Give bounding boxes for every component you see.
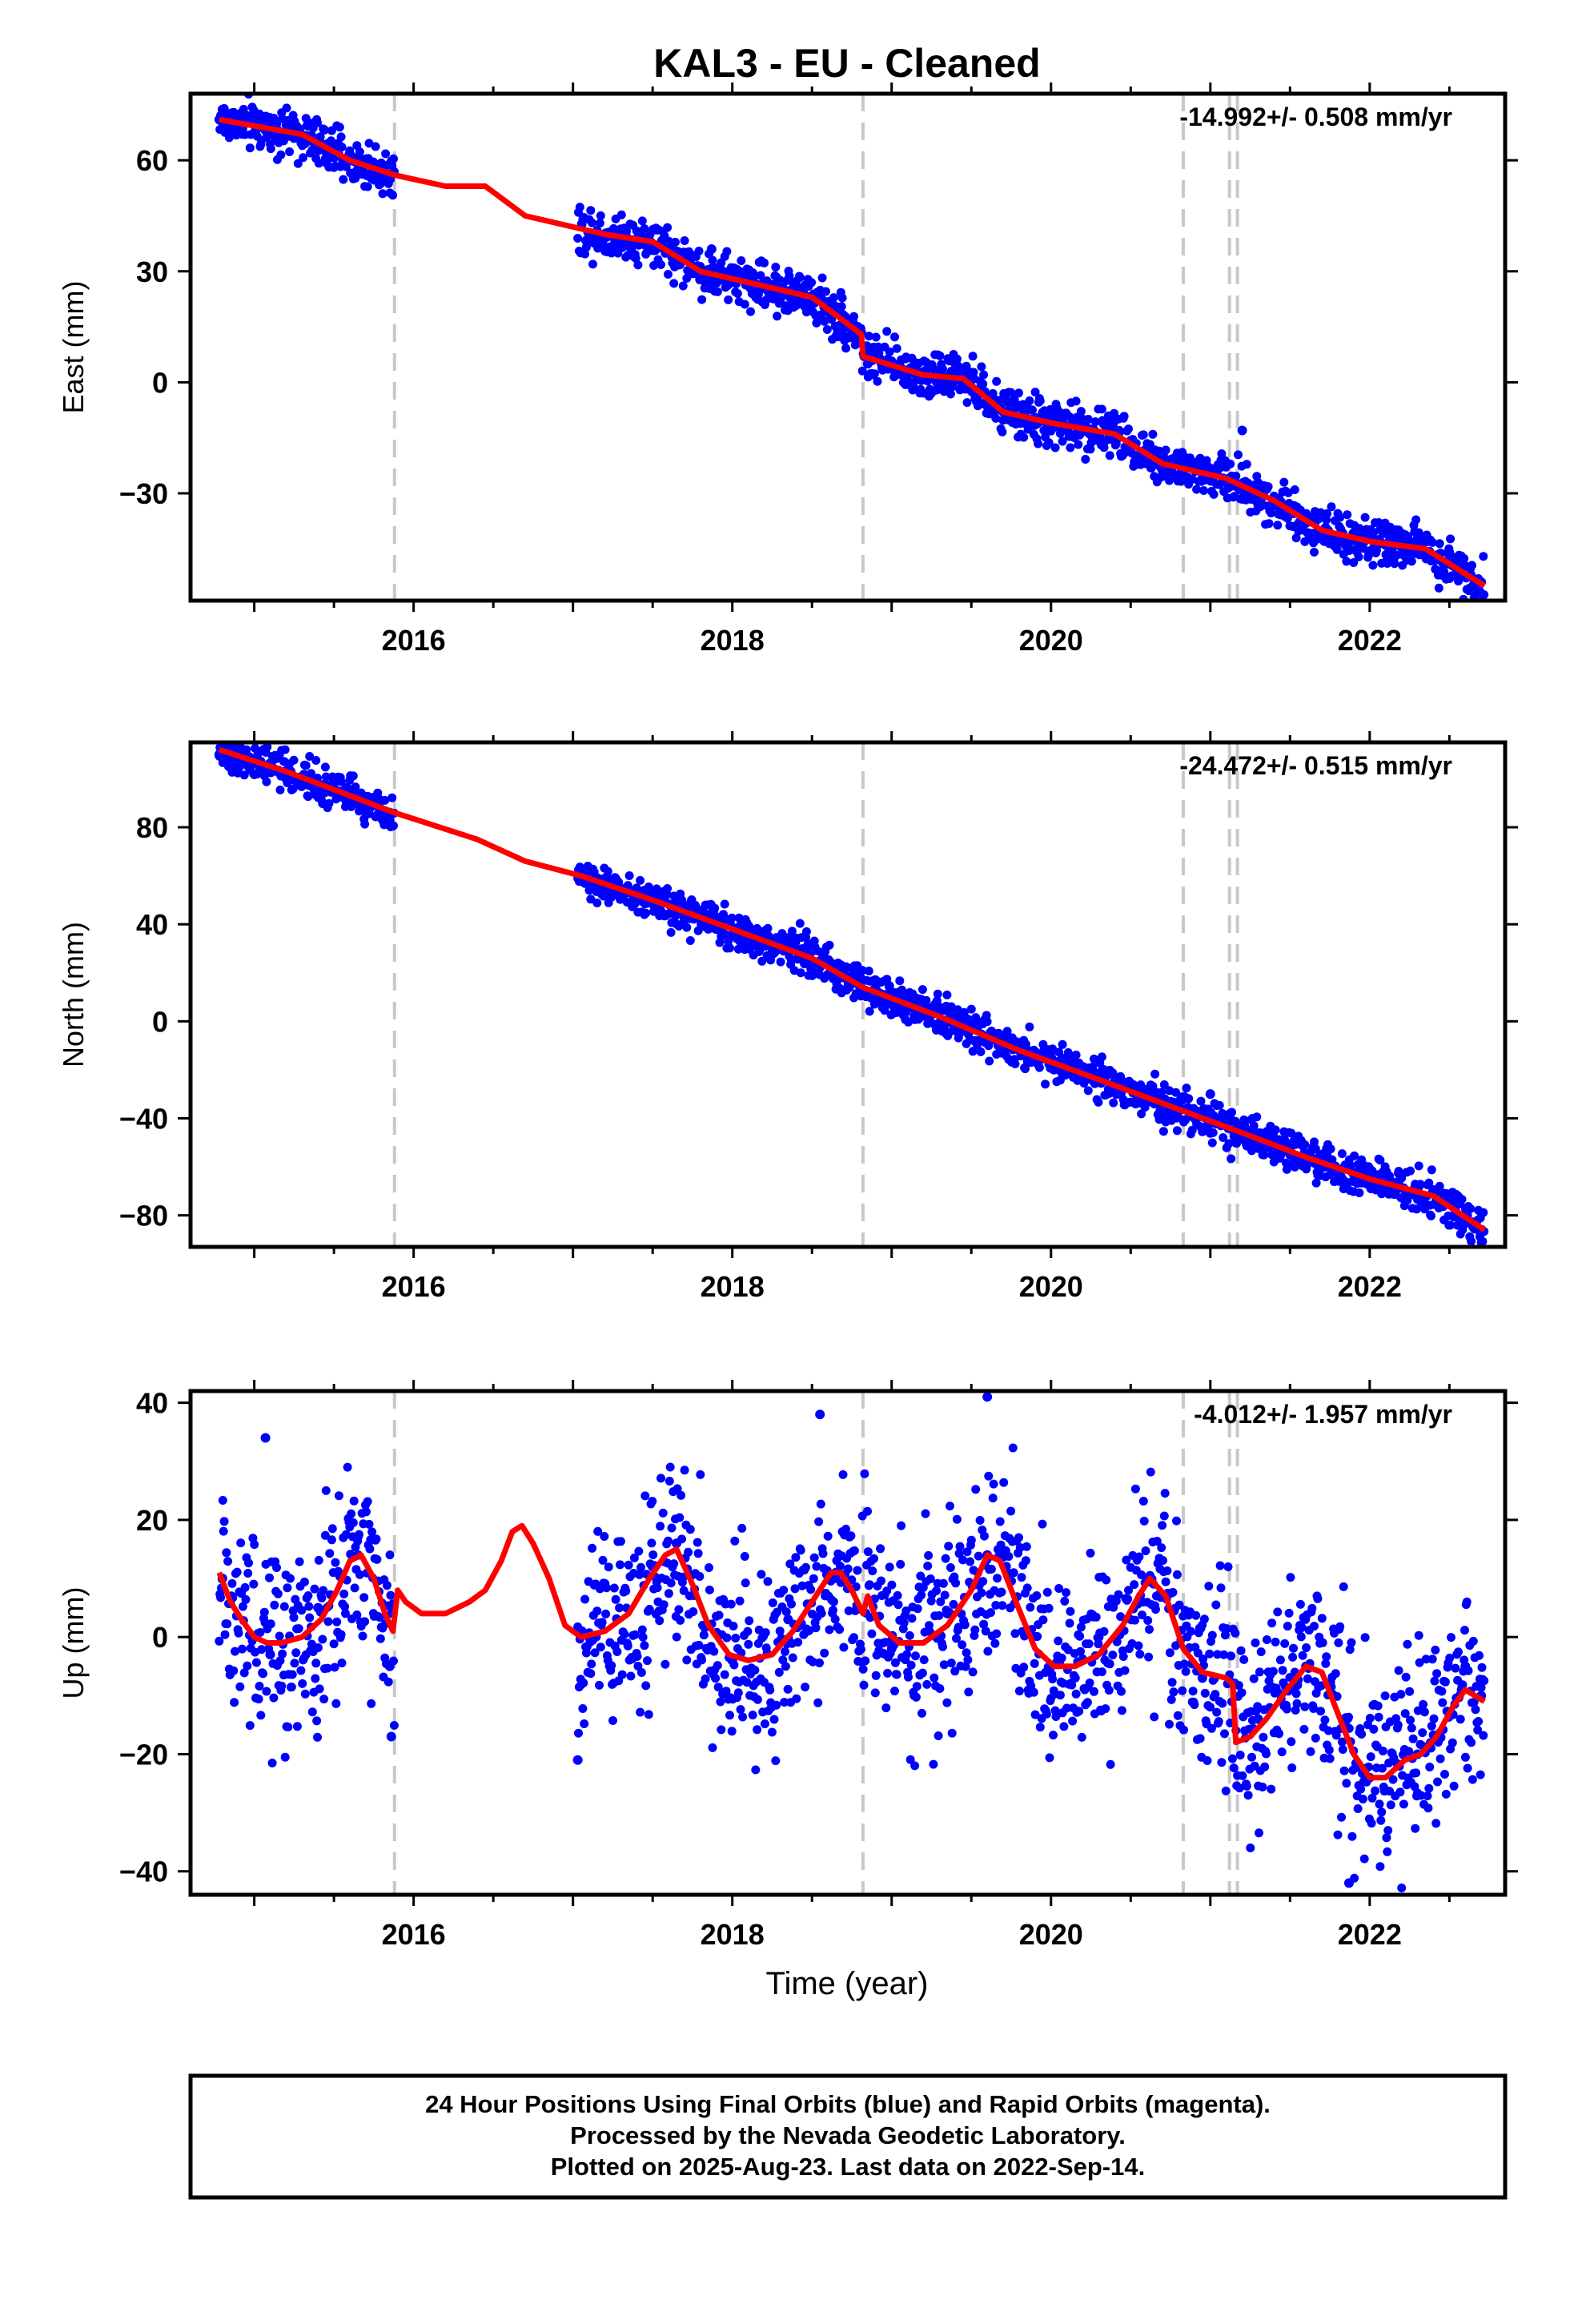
up-data-point bbox=[384, 1661, 395, 1671]
north-x-tick-label: 2018 bbox=[701, 1270, 765, 1303]
up-y-tick-label: −40 bbox=[119, 1856, 168, 1888]
north-data-point bbox=[1158, 1108, 1168, 1119]
up-data-point bbox=[572, 1755, 583, 1765]
east-y-tick-label: 60 bbox=[136, 144, 168, 177]
north-frame bbox=[188, 740, 1508, 1249]
north-model-line bbox=[218, 746, 1487, 1232]
north-data-point bbox=[384, 814, 395, 825]
east-data-point bbox=[1444, 547, 1455, 557]
east-y-tick-label: 0 bbox=[152, 366, 168, 399]
east-data-point bbox=[584, 233, 594, 243]
up-y-tick-label: 20 bbox=[136, 1504, 168, 1537]
footer-line-2: Processed by the Nevada Geodetic Laborat… bbox=[570, 2121, 1126, 2149]
up-data-point bbox=[265, 1650, 275, 1660]
figure-title: KAL3 - EU - Cleaned bbox=[653, 41, 1040, 86]
up-y-tick-label: 40 bbox=[136, 1387, 168, 1420]
up-panel: 2016 2018 2020 2022 40 20 0 −20 −40 Up (mm) -4.012… bbox=[57, 1380, 1518, 1951]
up-data-point bbox=[260, 1433, 271, 1443]
north-y-tick-label: 80 bbox=[136, 811, 168, 844]
up-data-point bbox=[815, 1409, 825, 1420]
footer-line-1: 24 Hour Positions Using Final Orbits (bl… bbox=[425, 2090, 1271, 2118]
up-data-point bbox=[386, 1731, 396, 1742]
north-y-tick-label: −40 bbox=[119, 1102, 168, 1135]
east-x-tick-label: 2020 bbox=[1019, 624, 1083, 657]
x-axis-label: Time (year) bbox=[766, 1966, 929, 2001]
east-data-point bbox=[1237, 425, 1247, 436]
east-plot-area bbox=[214, 94, 1489, 601]
up-data-point bbox=[783, 1614, 793, 1625]
up-data-point bbox=[942, 1608, 953, 1618]
north-y-tick-label: 0 bbox=[152, 1005, 168, 1038]
up-x-tick-label: 2016 bbox=[382, 1918, 446, 1951]
east-data-point bbox=[1158, 466, 1168, 476]
east-panel: 2016 2018 2020 2022 60 30 0 −30 East (mm) -14.992… bbox=[57, 82, 1518, 657]
up-data-point bbox=[1343, 1878, 1354, 1888]
east-data-point bbox=[775, 292, 785, 303]
footer-line-3: Plotted on 2025-Aug-23. Last data on 202… bbox=[551, 2153, 1145, 2181]
up-y-tick-label: −20 bbox=[119, 1738, 168, 1771]
north-data-point bbox=[281, 774, 291, 784]
east-y-axis-label: East (mm) bbox=[57, 281, 90, 414]
up-data-point bbox=[313, 1602, 323, 1613]
north-rate-label: -24.472+/- 0.515 mm/yr bbox=[1179, 751, 1452, 780]
north-y-tick-label: −80 bbox=[119, 1200, 168, 1232]
east-data-point bbox=[648, 244, 658, 255]
east-frame bbox=[188, 91, 1508, 603]
up-x-tick-label: 2020 bbox=[1019, 1918, 1083, 1951]
east-x-tick-label: 2018 bbox=[701, 624, 765, 657]
up-y-axis-label: Up (mm) bbox=[57, 1587, 90, 1699]
up-data-point bbox=[886, 1643, 897, 1654]
east-x-tick-label: 2016 bbox=[382, 624, 446, 657]
up-x-tick-label: 2022 bbox=[1338, 1918, 1402, 1951]
up-data-point bbox=[672, 1538, 682, 1549]
north-data-point bbox=[1205, 1089, 1215, 1100]
north-x-tick-label: 2022 bbox=[1338, 1270, 1402, 1303]
east-x-tick-label: 2022 bbox=[1338, 624, 1402, 657]
north-y-tick-label: 40 bbox=[136, 908, 168, 941]
east-y-tick-label: −30 bbox=[119, 477, 168, 510]
east-model-line bbox=[219, 116, 1486, 589]
east-rate-label: -14.992+/- 0.508 mm/yr bbox=[1179, 103, 1452, 131]
north-x-tick-label: 2020 bbox=[1019, 1270, 1083, 1303]
up-model-line bbox=[216, 1522, 1486, 1781]
north-plot-area bbox=[214, 742, 1489, 1247]
up-rate-label: -4.012+/- 1.957 mm/yr bbox=[1194, 1400, 1452, 1429]
up-y-tick-label: 0 bbox=[152, 1621, 168, 1654]
east-y-tick-label: 30 bbox=[136, 255, 168, 288]
up-frame bbox=[188, 1389, 1508, 1897]
up-x-tick-label: 2018 bbox=[701, 1918, 765, 1951]
up-data-point bbox=[1460, 1661, 1471, 1671]
up-data-point bbox=[982, 1392, 993, 1402]
north-panel: 2016 2018 2020 2022 80 40 0 −40 −80 North (mm) -24… bbox=[57, 731, 1518, 1303]
north-y-axis-label: North (mm) bbox=[57, 922, 90, 1068]
up-plot-area bbox=[215, 1391, 1489, 1895]
north-x-tick-label: 2016 bbox=[382, 1270, 446, 1303]
footer-box: 24 Hour Positions Using Final Orbits (bl… bbox=[188, 2073, 1508, 2200]
east-data-point bbox=[706, 244, 717, 255]
up-data-point bbox=[1094, 1632, 1104, 1642]
